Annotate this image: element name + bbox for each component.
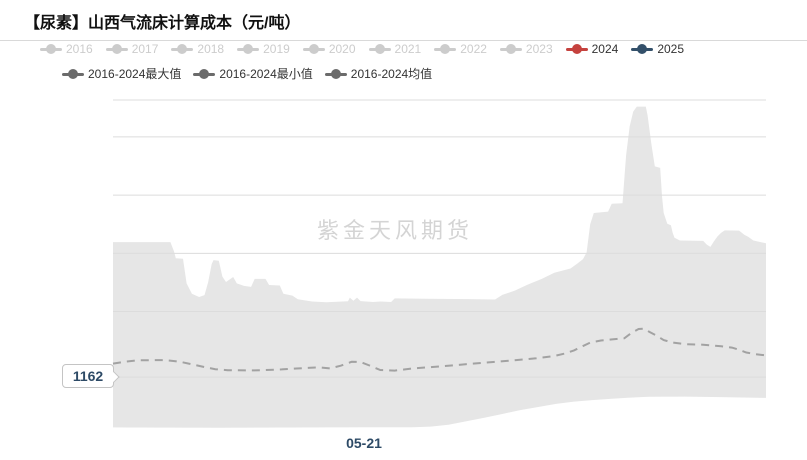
line-dot-icon xyxy=(302,44,325,54)
line-dot-icon xyxy=(171,44,194,54)
legend-item-2017[interactable]: 2017 xyxy=(105,42,158,56)
line-dot-icon xyxy=(324,68,347,79)
legend-item-2025[interactable]: 2025 xyxy=(631,42,684,56)
page-title: 【尿素】山西气流床计算成本（元/吨） xyxy=(24,15,301,32)
legend-item-2018[interactable]: 2018 xyxy=(171,42,224,56)
legend-item-2019[interactable]: 2019 xyxy=(237,42,290,56)
legend-item-2023[interactable]: 2023 xyxy=(499,42,553,56)
line-dot-icon xyxy=(499,44,522,54)
legend-item-2020[interactable]: 2020 xyxy=(302,42,356,56)
latest-value-label: 1162 xyxy=(62,364,114,388)
min-max-band xyxy=(113,106,766,428)
line-dot-icon xyxy=(565,44,588,54)
legend-item-2022[interactable]: 2022 xyxy=(434,42,487,56)
line-dot-icon xyxy=(368,44,391,54)
legend-item-2016[interactable]: 2016 xyxy=(40,42,93,56)
legend-item-2024[interactable]: 2024 xyxy=(565,42,618,56)
title-divider xyxy=(0,40,807,41)
line-dot-icon xyxy=(105,44,128,54)
legend-row-2: 2016-2024最大值 2016-2024最小值 2016-2024均值 xyxy=(62,65,432,82)
legend-row-1: 2016 2017 2018 2019 2020 2021 2022 2023 … xyxy=(40,42,684,56)
line-dot-icon xyxy=(193,68,216,79)
legend-item-max[interactable]: 2016-2024最大值 xyxy=(62,65,181,82)
line-dot-icon xyxy=(631,44,654,54)
line-dot-icon xyxy=(62,68,84,79)
line-dot-icon xyxy=(434,44,457,54)
legend-item-min[interactable]: 2016-2024最小值 xyxy=(193,65,313,82)
latest-date-label: 05-21 xyxy=(341,435,387,451)
line-dot-icon xyxy=(237,44,260,54)
line-dot-icon xyxy=(40,44,62,54)
legend-item-mean[interactable]: 2016-2024均值 xyxy=(324,65,432,82)
legend-item-2021[interactable]: 2021 xyxy=(368,42,421,56)
